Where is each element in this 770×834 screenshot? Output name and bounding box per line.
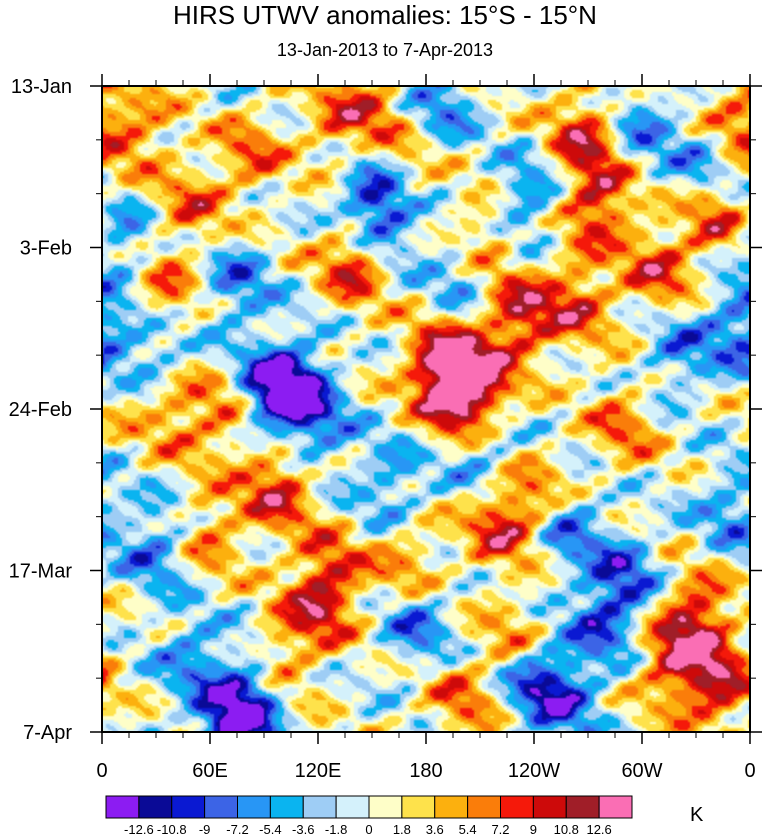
y-tick-label: 17-Mar	[9, 561, 73, 583]
colorbar-box	[171, 795, 206, 819]
colorbar-box	[269, 795, 304, 819]
colorbar-box	[368, 795, 403, 819]
colorbar-level-label: -7.2	[226, 822, 248, 834]
colorbar-box	[598, 795, 633, 819]
colorbar-box	[500, 795, 534, 819]
colorbar-box	[401, 795, 436, 819]
x-tick-label: 0	[96, 760, 107, 782]
colorbar-level-label: -12.6	[124, 822, 154, 834]
colorbar-box	[434, 795, 469, 819]
colorbar-level-label: 9	[530, 822, 537, 834]
colorbar-level-label: 1.8	[393, 822, 411, 834]
chart-subtitle: 13-Jan-2013 to 7-Apr-2013	[276, 40, 494, 60]
colorbar-level-label: 12.6	[586, 822, 611, 834]
colorbar-units-label: K	[690, 804, 704, 826]
colorbar-level-label: -5.4	[259, 822, 281, 834]
chart-title: HIRS UTWV anomalies: 15°S - 15°N	[173, 0, 597, 30]
colorbar-box	[138, 795, 173, 819]
colorbar-level-label: 0	[365, 822, 372, 834]
colorbar-box	[335, 795, 370, 819]
anomaly-field-raster	[102, 86, 750, 732]
x-tick-label: 180	[409, 760, 442, 782]
colorbar-box	[565, 795, 600, 819]
colorbar-box	[467, 795, 501, 819]
x-tick-label: 60W	[621, 760, 662, 782]
colorbar-box	[302, 795, 337, 819]
colorbar-box	[237, 795, 271, 819]
colorbar-level-label: 3.6	[426, 822, 444, 834]
colorbar-box	[105, 795, 140, 819]
colorbar-level-label: 10.8	[554, 822, 579, 834]
colorbar-level-label: -1.8	[325, 822, 347, 834]
x-tick-label: 120W	[508, 760, 560, 782]
colorbar-level-label: -10.8	[157, 822, 187, 834]
colorbar-level-label: -9	[199, 822, 211, 834]
colorbar-level-label: -3.6	[292, 822, 314, 834]
y-tick-label: 7-Apr	[23, 722, 72, 744]
colorbar-level-label: 5.4	[459, 822, 477, 834]
y-tick-label: 3-Feb	[20, 238, 72, 260]
colorbar-box	[204, 795, 238, 819]
colorbar-box	[532, 795, 567, 819]
x-tick-label: 60E	[192, 760, 228, 782]
colorbar-level-label: 7.2	[491, 822, 509, 834]
y-tick-label: 24-Feb	[9, 399, 72, 421]
x-tick-label: 0	[744, 760, 755, 782]
x-tick-label: 120E	[295, 760, 342, 782]
y-tick-label: 13-Jan	[11, 76, 72, 98]
